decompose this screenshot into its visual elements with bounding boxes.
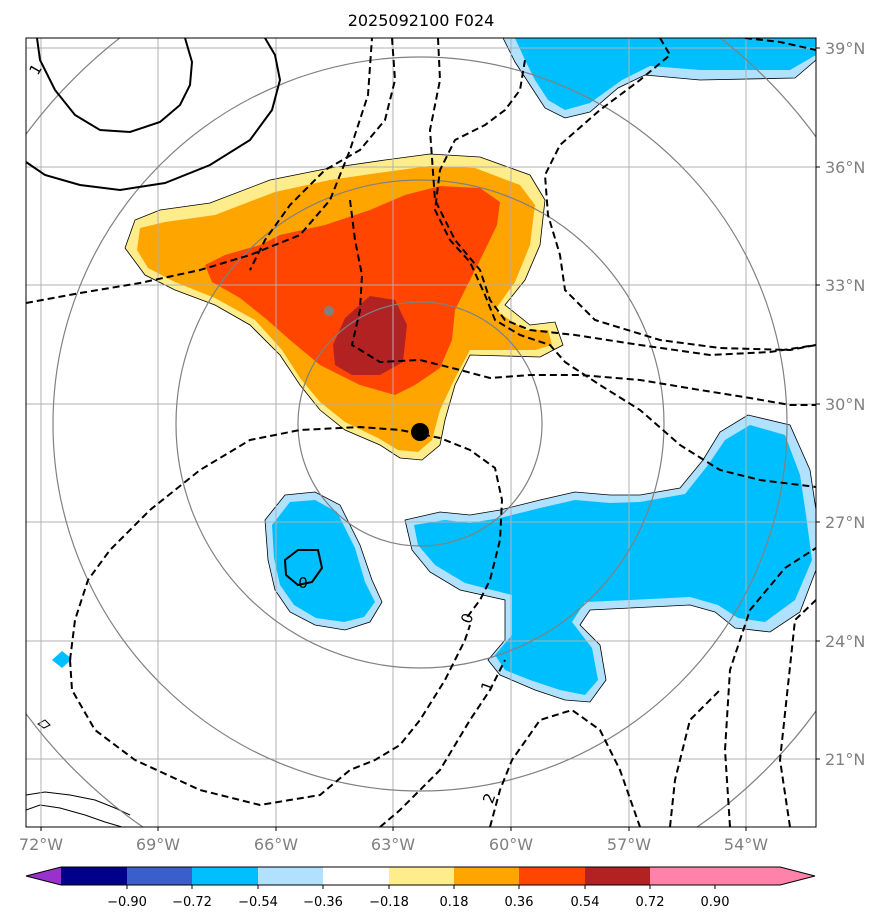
- negative-anomaly-southwest: [272, 500, 375, 622]
- lat-tick-33: 33°N: [825, 276, 865, 295]
- colorbar-bin-8: [519, 867, 585, 885]
- lat-tick-30: 30°N: [825, 395, 865, 414]
- lon-tick-69: 69°W: [136, 835, 180, 854]
- graticule: [26, 38, 816, 827]
- contour-label-0-southwest: 0: [298, 574, 308, 592]
- colorbar-high-extend: [650, 867, 815, 885]
- coastline: [26, 719, 131, 827]
- lon-tick-72: 72°W: [19, 835, 63, 854]
- colorbar-tick: 0.54: [571, 895, 600, 910]
- shading-outlines: [124, 38, 816, 703]
- figure-title: 2025092100 F024: [348, 11, 495, 30]
- longitude-axis: 72°W 69°W 66°W 63°W 60°W 57°W 54°W: [19, 827, 768, 854]
- negative-anomaly-north: [515, 38, 816, 110]
- colorbar-low-extend: [26, 867, 61, 885]
- positive-anomaly-core: [333, 296, 407, 375]
- storm-center-marker: [411, 423, 429, 441]
- colorbar-tick: 0.72: [636, 895, 665, 910]
- colorbar-tick: 0.36: [505, 895, 534, 910]
- lat-tick-36: 36°N: [825, 158, 865, 177]
- lon-tick-54: 54°W: [724, 835, 768, 854]
- colorbar-bin-7: [454, 867, 519, 885]
- solid-contours: [26, 38, 324, 587]
- positive-anomaly-red: [205, 186, 500, 395]
- negative-anomaly-speck: [52, 651, 72, 668]
- lon-tick-63: 63°W: [371, 835, 415, 854]
- lon-tick-60: 60°W: [489, 835, 533, 854]
- colorbar-bin-9: [585, 867, 650, 885]
- lat-tick-39: 39°N: [825, 39, 865, 58]
- colorbar-tick: −0.90: [107, 895, 147, 910]
- lat-tick-21: 21°N: [825, 750, 865, 769]
- secondary-center-marker: [324, 306, 334, 316]
- lon-tick-66: 66°W: [254, 835, 298, 854]
- colorbar-tick: 0.90: [701, 895, 730, 910]
- colorbar-bin-2: [127, 867, 192, 885]
- colorbar-bin-4: [258, 867, 323, 885]
- colorbar-bin-1: [61, 867, 127, 885]
- colorbar-tick: 0.18: [440, 895, 469, 910]
- colorbar-tick: −0.54: [238, 895, 278, 910]
- map-frame: [25, 37, 817, 828]
- colorbar-bin-3: [192, 867, 258, 885]
- lat-tick-27: 27°N: [825, 513, 865, 532]
- colorbar-bin-6: [389, 867, 454, 885]
- negative-anomaly-southeast: [414, 425, 812, 695]
- lon-tick-57: 57°W: [607, 835, 651, 854]
- lat-tick-24: 24°N: [825, 632, 865, 651]
- colorbar-bin-5: [323, 867, 389, 885]
- colorbar-tick: −0.72: [172, 895, 212, 910]
- dashed-contours: [26, 38, 816, 827]
- colorbar-tick: −0.36: [303, 895, 343, 910]
- latitude-axis: 39°N 36°N 33°N 30°N 27°N 24°N 21°N: [816, 39, 865, 769]
- colorbar-tick: −0.18: [369, 895, 409, 910]
- colorbar: −0.90 −0.72 −0.54 −0.36 −0.18 0.18 0.36 …: [25, 866, 816, 910]
